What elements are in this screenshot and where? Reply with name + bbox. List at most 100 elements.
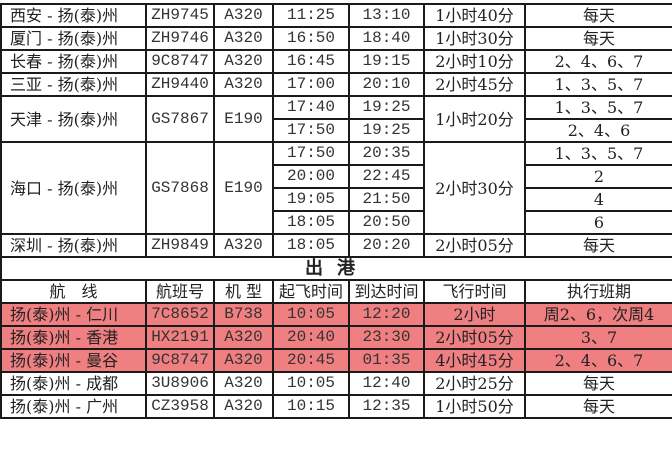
arrival-time-cell: 20:20 bbox=[348, 233, 425, 258]
schedule-days-cell: 2、4、6、7 bbox=[524, 49, 672, 74]
departure-time-cell: 16:45 bbox=[272, 49, 350, 74]
schedule-days-cell: 2 bbox=[524, 164, 672, 189]
departure-row: 扬(泰)州 - 仁川 7C8652 B738 10:05 12:20 2小时 周2、6，次周… bbox=[0, 302, 672, 327]
arrival-time-cell: 12:35 bbox=[348, 394, 425, 419]
schedule-days-cell: 1、3、5、7 bbox=[524, 141, 672, 166]
schedule-days-cell: 1、3、5、7 bbox=[524, 95, 672, 120]
route-cell: 扬(泰)州 - 成都 bbox=[0, 371, 147, 396]
schedule-days-cell: 每天 bbox=[524, 233, 672, 258]
column-header: 到达时间 bbox=[348, 279, 425, 304]
column-header: 执行班期 bbox=[524, 279, 672, 304]
departure-time-cell: 11:25 bbox=[272, 3, 350, 28]
arrival-time-cell: 19:25 bbox=[348, 118, 425, 143]
arrival-time-cell: 20:10 bbox=[348, 72, 425, 97]
column-header: 机 型 bbox=[213, 279, 274, 304]
column-header: 飞行时间 bbox=[423, 279, 526, 304]
arrival-row: 18:05 20:50 6 bbox=[1, 210, 672, 235]
aircraft-cell: A320 bbox=[213, 49, 274, 74]
route-cell: 扬(泰)州 - 香港 bbox=[0, 325, 147, 350]
flight-number-cell: 9C8747 bbox=[145, 49, 215, 74]
aircraft-cell: A320 bbox=[213, 325, 274, 350]
departure-time-cell: 16:50 bbox=[272, 26, 350, 51]
flight-number-cell: ZH9849 bbox=[145, 233, 215, 258]
route-cell: 扬(泰)州 - 曼谷 bbox=[0, 348, 147, 373]
arrival-row: 长春 - 扬(泰)州 9C8747 A320 16:45 19:15 2小时10分 2、4、… bbox=[0, 49, 672, 74]
column-header: 起飞时间 bbox=[272, 279, 350, 304]
arrival-time-cell: 18:40 bbox=[348, 26, 425, 51]
arrival-row: 19:05 21:50 4 bbox=[1, 187, 672, 212]
header-row: 航 线航班号机 型起飞时间 到达时间 飞行时间 执行班期 bbox=[0, 279, 672, 304]
aircraft-cell: A320 bbox=[213, 233, 274, 258]
route-cell: 海口 - 扬(泰)州 bbox=[0, 141, 147, 235]
arrival-time-cell: 21:50 bbox=[348, 187, 425, 212]
aircraft-cell: A320 bbox=[213, 348, 274, 373]
arrival-time-cell: 20:35 bbox=[348, 141, 425, 166]
aircraft-cell: E190 bbox=[213, 95, 274, 143]
route-cell: 三亚 - 扬(泰)州 bbox=[0, 72, 147, 97]
arrival-row: 海口 - 扬(泰)州 GS7868 E190 17:50 20:35 2小时30分 1、3、… bbox=[0, 141, 672, 235]
arrival-row: 20:00 22:45 2 bbox=[1, 164, 672, 189]
duration-cell: 4小时45分 bbox=[423, 348, 526, 373]
schedule-days-cell: 2、4、6、7 bbox=[524, 348, 672, 373]
departure-time-cell: 20:00 bbox=[272, 164, 350, 189]
departures-section-title: 出港 bbox=[0, 256, 672, 281]
schedule-days-cell: 4 bbox=[524, 187, 672, 212]
arrival-row: 厦门 - 扬(泰)州 ZH9746 A320 16:50 18:40 1小时30分 每天 bbox=[0, 26, 672, 51]
aircraft-cell: A320 bbox=[213, 371, 274, 396]
flight-number-cell: 9C8747 bbox=[145, 348, 215, 373]
arrival-time-cell: 19:25 bbox=[348, 95, 425, 120]
duration-cell: 2小时30分 bbox=[423, 141, 526, 235]
route-cell: 长春 - 扬(泰)州 bbox=[0, 49, 147, 74]
flight-number-cell: ZH9440 bbox=[145, 72, 215, 97]
schedule-days-cell: 3、7 bbox=[524, 325, 672, 350]
duration-cell: 2小时 bbox=[423, 302, 526, 327]
flight-number-cell: GS7867 bbox=[145, 95, 215, 143]
departure-row: 扬(泰)州 - 曼谷 9C8747 A320 20:45 01:35 4小时45分 2、4、… bbox=[0, 348, 672, 373]
route-cell: 天津 - 扬(泰)州 bbox=[0, 95, 147, 143]
route-cell: 厦门 - 扬(泰)州 bbox=[0, 26, 147, 51]
arrival-time-cell: 22:45 bbox=[348, 164, 425, 189]
schedule-days-cell: 每天 bbox=[524, 26, 672, 51]
arrival-row: 三亚 - 扬(泰)州 ZH9440 A320 17:00 20:10 2小时45分 1、3、… bbox=[0, 72, 672, 97]
section-title: 出港 bbox=[0, 256, 672, 281]
flight-schedule-table: 西安 - 扬(泰)州 ZH9745 A320 11:25 13:10 1小时40分 每天 厦门… bbox=[0, 3, 672, 419]
duration-cell: 2小时25分 bbox=[423, 371, 526, 396]
departure-time-cell: 20:40 bbox=[272, 325, 350, 350]
aircraft-cell: A320 bbox=[213, 394, 274, 419]
duration-cell: 1小时20分 bbox=[423, 95, 526, 143]
aircraft-cell: E190 bbox=[213, 141, 274, 235]
flight-number-cell: GS7868 bbox=[145, 141, 215, 235]
arrival-time-cell: 19:15 bbox=[348, 49, 425, 74]
departure-time-cell: 17:40 bbox=[272, 95, 350, 120]
departure-row: 扬(泰)州 - 广州 CZ3958 A320 10:15 12:35 1小时50分 每天 bbox=[0, 394, 672, 419]
duration-cell: 1小时30分 bbox=[423, 26, 526, 51]
arrival-time-cell: 20:50 bbox=[348, 210, 425, 235]
departure-time-cell: 17:00 bbox=[272, 72, 350, 97]
schedule-days-cell: 每天 bbox=[524, 3, 672, 28]
arrival-time-cell: 01:35 bbox=[348, 348, 425, 373]
route-cell: 扬(泰)州 - 广州 bbox=[0, 394, 147, 419]
departure-time-cell: 19:05 bbox=[272, 187, 350, 212]
flight-number-cell: ZH9745 bbox=[145, 3, 215, 28]
arrival-row: 西安 - 扬(泰)州 ZH9745 A320 11:25 13:10 1小时40分 每天 bbox=[0, 3, 672, 28]
flight-number-cell: 3U8906 bbox=[145, 371, 215, 396]
route-cell: 扬(泰)州 - 仁川 bbox=[0, 302, 147, 327]
departure-time-cell: 10:05 bbox=[272, 371, 350, 396]
column-header: 航 线 bbox=[0, 279, 147, 304]
schedule-days-cell: 周2、6，次周4 bbox=[524, 302, 672, 327]
departure-time-cell: 17:50 bbox=[272, 118, 350, 143]
departure-time-cell: 18:05 bbox=[272, 233, 350, 258]
departure-time-cell: 10:15 bbox=[272, 394, 350, 419]
arrival-time-cell: 12:40 bbox=[348, 371, 425, 396]
arrival-time-cell: 12:20 bbox=[348, 302, 425, 327]
aircraft-cell: A320 bbox=[213, 3, 274, 28]
arrival-row: 天津 - 扬(泰)州 GS7867 E190 17:40 19:25 1小时20分 1、3、… bbox=[0, 95, 672, 143]
arrival-row: 深圳 - 扬(泰)州 ZH9849 A320 18:05 20:20 2小时05分 每天 bbox=[0, 233, 672, 258]
duration-cell: 1小时50分 bbox=[423, 394, 526, 419]
duration-cell: 2小时05分 bbox=[423, 233, 526, 258]
route-cell: 西安 - 扬(泰)州 bbox=[0, 3, 147, 28]
aircraft-cell: A320 bbox=[213, 72, 274, 97]
schedule-days-cell: 每天 bbox=[524, 394, 672, 419]
aircraft-cell: A320 bbox=[213, 26, 274, 51]
departure-time-cell: 10:05 bbox=[272, 302, 350, 327]
